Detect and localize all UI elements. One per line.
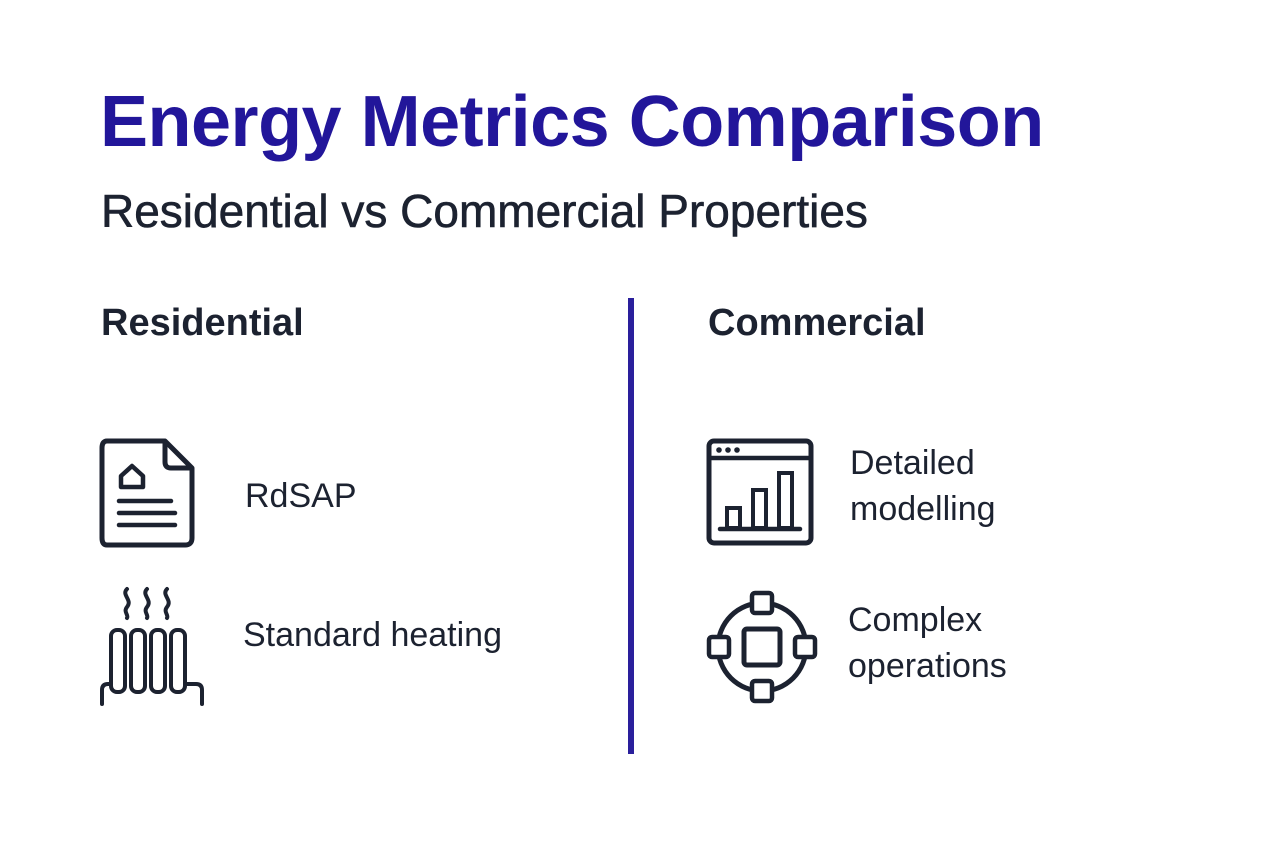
detailed-modelling-label: Detailed modelling [850,444,996,528]
column-divider [628,298,634,754]
residential-item-heating: Standard heating [99,586,502,708]
house-document-icon [99,438,195,548]
commercial-heading: Commercial [708,302,926,344]
commercial-item-modelling: Detailed modelling [706,438,996,546]
commercial-item-operations: Complex operations [706,590,1007,704]
network-nodes-icon [706,590,818,704]
residential-item-rdsap: RdSAP [99,438,357,548]
bar-chart-window-icon [706,438,814,546]
standard-heating-label: Standard heating [243,616,502,654]
complex-operations-label: Complex operations [848,601,1007,685]
residential-heading: Residential [101,302,304,344]
radiator-icon [100,587,204,706]
rdsap-label: RdSAP [245,477,357,515]
page-title: Energy Metrics Comparison [100,82,1044,162]
page-subtitle: Residential vs Commercial Properties [101,185,869,237]
